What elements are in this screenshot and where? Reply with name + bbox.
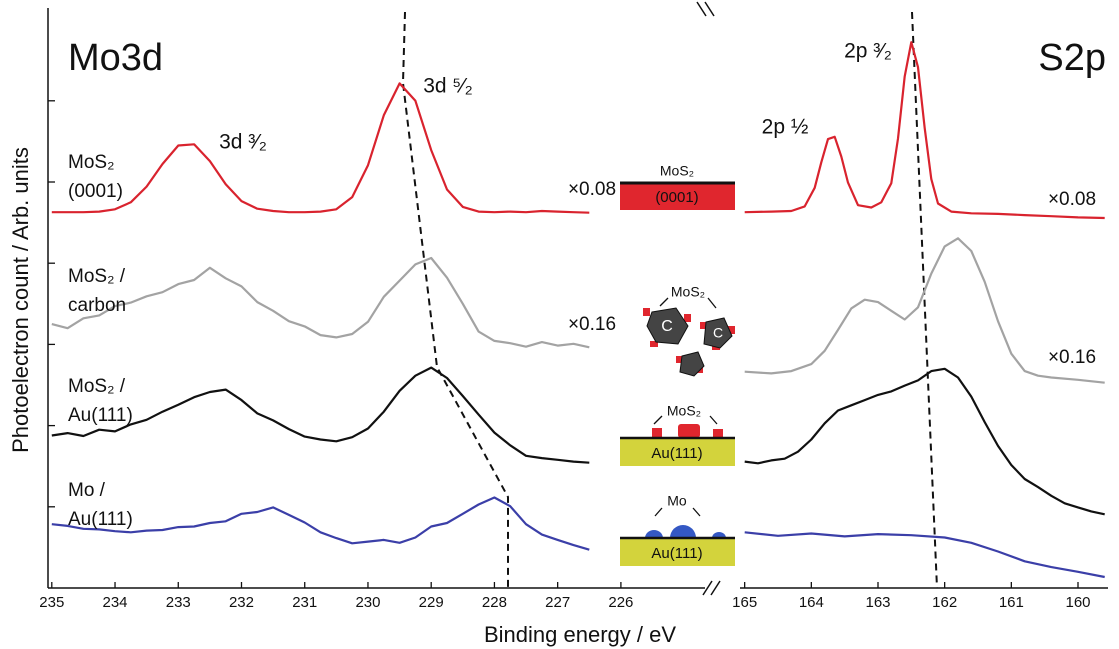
inset-label: Au(111) xyxy=(651,545,702,562)
peak-guides xyxy=(401,11,938,589)
x-tick-label: 234 xyxy=(103,594,128,611)
x-tick-label: 162 xyxy=(932,594,957,611)
arrow xyxy=(653,415,663,425)
series-label: MoS₂ / carbon xyxy=(68,266,127,316)
x-tick-label: 235 xyxy=(39,594,64,611)
x-tick-label: 228 xyxy=(482,594,507,611)
y-axis-label: Photoelectron count / Arb. units xyxy=(8,147,33,453)
x-tick-label: 229 xyxy=(419,594,444,611)
inset-label: C xyxy=(713,325,723,341)
spectrum-line xyxy=(744,41,1105,220)
x-tick-label: 233 xyxy=(166,594,191,611)
substrate xyxy=(620,539,735,566)
annotation: ×0.08 xyxy=(568,179,616,200)
x-tick-label: 165 xyxy=(732,594,757,611)
annotation: 3d ³⁄₂ xyxy=(219,131,267,154)
particle-dot xyxy=(650,341,658,347)
annotation: 2p ³⁄₂ xyxy=(844,40,892,63)
particle-dot xyxy=(684,314,691,322)
inset-mo: Mo Au(111) xyxy=(620,493,735,566)
axis-break xyxy=(702,580,713,596)
inset-label: Mo xyxy=(667,493,687,509)
spectrum-line xyxy=(744,531,1105,579)
axis-break xyxy=(696,1,707,17)
x-tick-label: 230 xyxy=(355,594,380,611)
x-tick-label: 227 xyxy=(545,594,570,611)
x-tick-label: 164 xyxy=(799,594,824,611)
mo-cluster xyxy=(670,525,696,538)
carbon-particle xyxy=(703,317,733,349)
panel-title: S2p xyxy=(1038,37,1106,79)
spectrum-line xyxy=(51,82,590,214)
arrow xyxy=(707,297,717,309)
annotation: 3d ⁵⁄₂ xyxy=(423,75,473,98)
x-tick-label: 226 xyxy=(608,594,633,611)
inset-label: MoS₂ xyxy=(671,284,705,300)
particle-dot xyxy=(676,356,683,363)
mo-cluster xyxy=(645,530,663,538)
annotation: 2p ½ xyxy=(762,116,809,139)
inset-label: Au(111) xyxy=(651,445,702,462)
x-tick-label: 163 xyxy=(865,594,890,611)
substrate xyxy=(620,184,735,210)
x-tick-label: 160 xyxy=(1065,594,1090,611)
axes-frame xyxy=(47,1,1108,596)
spectrum-line xyxy=(744,367,1105,516)
particle-dot xyxy=(643,308,650,316)
inset-carbon: MoS₂ C C xyxy=(643,284,735,377)
series-label: Mo / Au(111) xyxy=(68,480,133,530)
inset-label: MoS₂ xyxy=(667,403,701,419)
arrow xyxy=(659,297,669,307)
island xyxy=(678,424,700,438)
island xyxy=(713,429,723,438)
series-label: MoS₂ (0001) xyxy=(68,152,123,202)
x-tick-label: 232 xyxy=(229,594,254,611)
spectrum-line xyxy=(51,366,590,464)
arrow xyxy=(692,507,701,517)
inset-label: C xyxy=(661,318,673,335)
spectrum-line xyxy=(51,256,590,349)
x-tick-label: 161 xyxy=(999,594,1024,611)
annotation: ×0.16 xyxy=(1048,347,1096,368)
particle-dot xyxy=(728,326,735,334)
arrow xyxy=(654,507,663,517)
mo-cluster xyxy=(712,532,726,538)
spectrum-line xyxy=(51,496,590,551)
axis-break xyxy=(710,580,721,596)
annotation: ×0.16 xyxy=(568,314,616,335)
dashed-guide xyxy=(911,11,938,589)
arrow xyxy=(709,415,718,425)
inset-label: MoS₂ xyxy=(660,163,694,179)
x-tick-label: 231 xyxy=(292,594,317,611)
annotation: ×0.08 xyxy=(1048,189,1096,210)
series-label: MoS₂ / Au(111) xyxy=(68,376,133,426)
spectrum-line xyxy=(744,237,1105,384)
substrate xyxy=(620,439,735,466)
carbon-particle xyxy=(646,307,689,345)
panel-title: Mo3d xyxy=(68,37,163,79)
carbon-particle xyxy=(679,351,705,377)
inset-label: (0001) xyxy=(655,189,698,206)
inset-au: MoS₂ Au(111) xyxy=(620,403,735,466)
dashed-guide xyxy=(401,11,509,588)
x-axis-label: Binding energy / eV xyxy=(484,622,676,647)
island xyxy=(652,428,662,438)
particle-dot xyxy=(700,322,707,329)
inset-bulk: MoS₂ (0001) xyxy=(620,163,735,210)
axis-break xyxy=(704,1,715,17)
